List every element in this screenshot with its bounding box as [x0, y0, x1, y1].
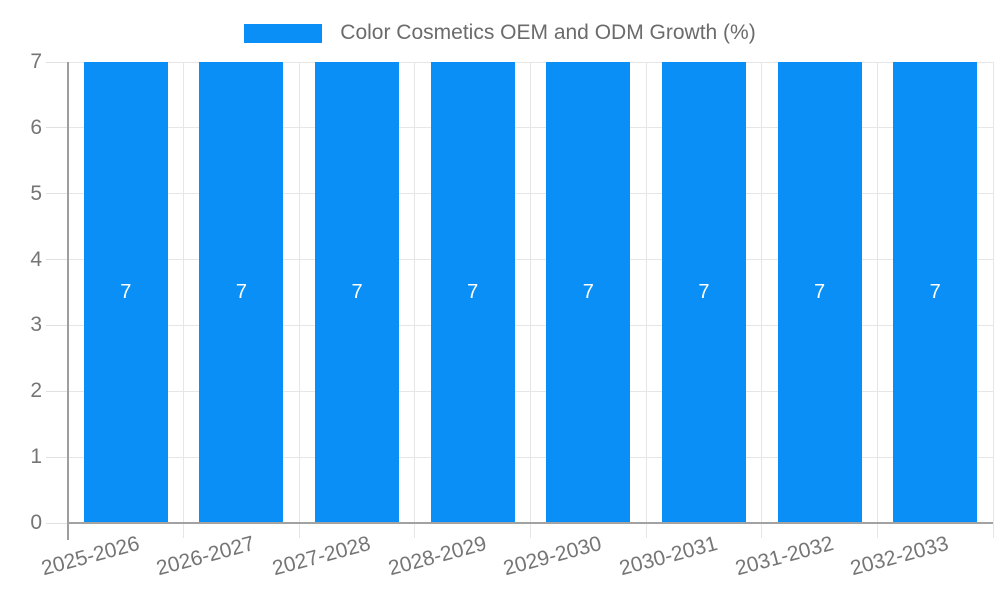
- x-gridline: [530, 62, 531, 538]
- bar-value-label: 7: [351, 280, 363, 303]
- y-tick-mark: [46, 456, 68, 458]
- bar[interactable]: 7: [777, 62, 862, 523]
- bar[interactable]: 7: [83, 62, 168, 523]
- x-axis-tick-label: 2032-2033: [848, 532, 952, 581]
- y-tick-mark: [46, 324, 68, 326]
- x-axis-tick-label: 2031-2032: [732, 532, 836, 581]
- bar-value-label: 7: [698, 280, 710, 303]
- y-axis-tick-label: 2: [30, 379, 42, 403]
- bar-value-label: 7: [467, 280, 479, 303]
- x-axis-tick-label: 2030-2031: [616, 532, 720, 581]
- x-gridline: [183, 62, 185, 538]
- y-axis-tick-label: 7: [30, 50, 42, 73]
- y-axis-line: [67, 62, 69, 540]
- x-axis-tick-label: 2026-2027: [154, 532, 258, 581]
- y-axis-tick-label: 0: [30, 511, 42, 534]
- x-axis-tick-label: 2028-2029: [385, 532, 489, 581]
- bar-value-label: 7: [582, 280, 594, 303]
- bar-value-label: 7: [120, 280, 132, 303]
- x-gridline: [761, 62, 763, 538]
- y-axis-tick-label: 4: [30, 247, 42, 271]
- bar-value-label: 7: [235, 280, 247, 303]
- bar[interactable]: 7: [893, 62, 978, 523]
- y-axis-tick-label: 3: [30, 313, 42, 337]
- bar-value-label: 7: [814, 280, 826, 303]
- bar[interactable]: 7: [546, 62, 631, 523]
- x-axis-tick-label: 2025-2026: [38, 532, 142, 581]
- legend: Color Cosmetics OEM and ODM Growth (%): [0, 21, 1000, 45]
- x-gridline: [414, 62, 416, 538]
- y-tick-mark: [46, 193, 68, 195]
- bar[interactable]: 7: [199, 62, 284, 523]
- y-axis-tick-label: 6: [30, 115, 42, 139]
- legend-label: Color Cosmetics OEM and ODM Growth (%): [340, 21, 756, 44]
- x-gridline: [645, 62, 647, 538]
- y-axis-tick-label: 1: [30, 445, 42, 469]
- bar[interactable]: 7: [661, 62, 746, 523]
- x-gridline: [876, 62, 878, 538]
- bar-value-label: 7: [929, 280, 941, 303]
- y-tick-mark: [46, 259, 68, 261]
- x-gridline: [992, 62, 994, 538]
- x-axis-tick-label: 2027-2028: [270, 532, 374, 581]
- bar[interactable]: 7: [430, 62, 515, 523]
- legend-item[interactable]: Color Cosmetics OEM and ODM Growth (%): [244, 21, 756, 45]
- bar[interactable]: 7: [315, 62, 400, 523]
- y-axis-tick-label: 5: [30, 181, 42, 205]
- y-tick-mark: [46, 522, 68, 524]
- y-tick-mark: [46, 61, 68, 63]
- y-tick-mark: [46, 127, 68, 129]
- x-axis-tick-label: 2029-2030: [501, 532, 605, 581]
- x-axis-line: [68, 522, 993, 524]
- y-tick-mark: [46, 390, 68, 392]
- legend-swatch: [244, 23, 323, 43]
- x-gridline: [298, 62, 300, 538]
